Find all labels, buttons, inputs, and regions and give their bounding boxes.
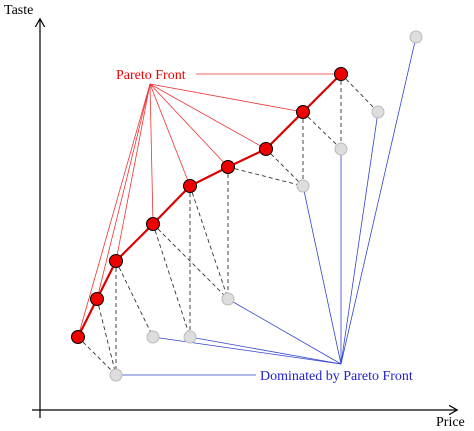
dominated-label: Dominated by Pareto Front (260, 369, 413, 384)
dominated-pointer (340, 36, 417, 365)
pareto-point (296, 105, 310, 119)
dominated-point (221, 292, 235, 306)
pareto-point (259, 142, 273, 156)
pareto-point (146, 217, 160, 231)
dominance-line (189, 185, 229, 300)
dominance-line (265, 148, 304, 187)
dominated-pointer (152, 336, 342, 365)
diagram-layer (32, 20, 456, 418)
dominance-line (152, 223, 229, 300)
dominated-point (334, 142, 348, 156)
pareto-pointer (149, 83, 229, 168)
dominated-pointer (302, 185, 342, 365)
dominance-line (340, 73, 379, 113)
x-axis-label: Price (436, 415, 465, 430)
pareto-point (90, 292, 104, 306)
pareto-pointer (149, 83, 154, 225)
dominance-line (302, 111, 342, 150)
dominated-point (371, 105, 385, 119)
dominated-point (146, 330, 160, 344)
pareto-pointer (96, 83, 151, 300)
dominance-line (227, 166, 304, 187)
pareto-point (334, 67, 348, 81)
pareto-pointer (149, 83, 191, 187)
pareto-point (183, 179, 197, 193)
pareto-point (221, 160, 235, 174)
dominated-point (409, 30, 423, 44)
pareto-pointer (149, 83, 267, 150)
pareto-pointer (149, 83, 304, 113)
pareto-label: Pareto Front (116, 68, 186, 83)
dominated-point (296, 179, 310, 193)
dominance-line (77, 336, 117, 376)
dominated-pointer (189, 336, 342, 365)
dominance-line (96, 298, 117, 376)
pareto-point (71, 330, 85, 344)
pareto-pointer (77, 83, 151, 338)
dominated-pointer (227, 298, 342, 365)
dominated-point (183, 330, 197, 344)
dominated-pointer (340, 111, 379, 365)
dominance-line (115, 260, 154, 338)
dominance-line (152, 223, 191, 338)
pareto-point (109, 254, 123, 268)
y-axis-label: Taste (4, 3, 33, 18)
dominated-point (109, 368, 123, 382)
pareto-pointer (115, 83, 151, 262)
